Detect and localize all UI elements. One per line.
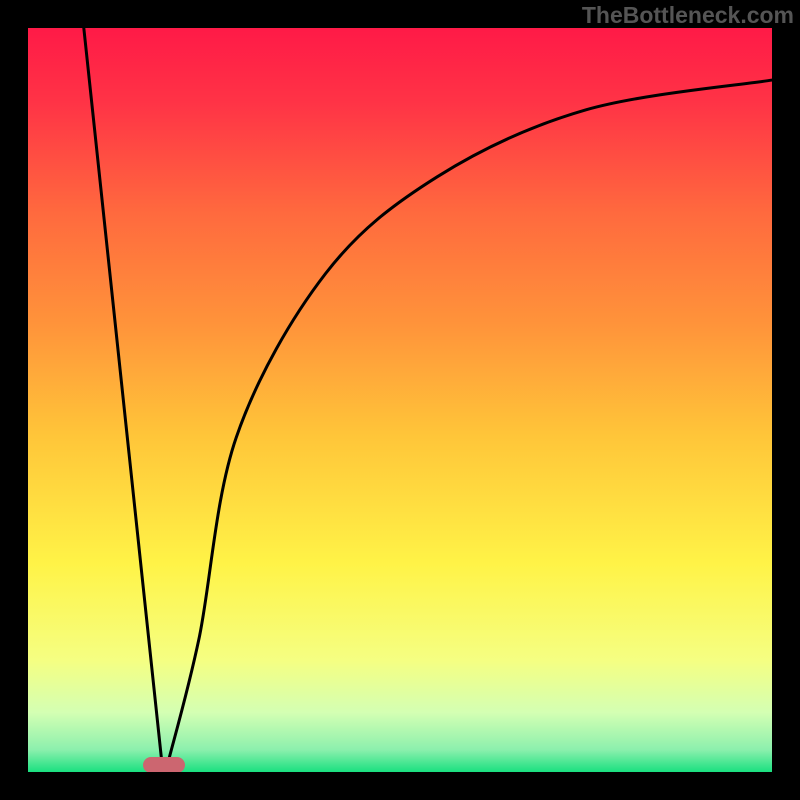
watermark-text: TheBottleneck.com bbox=[582, 2, 794, 29]
frame bbox=[0, 0, 800, 800]
chart-container: { "image": { "width": 800, "height": 800… bbox=[0, 0, 800, 800]
